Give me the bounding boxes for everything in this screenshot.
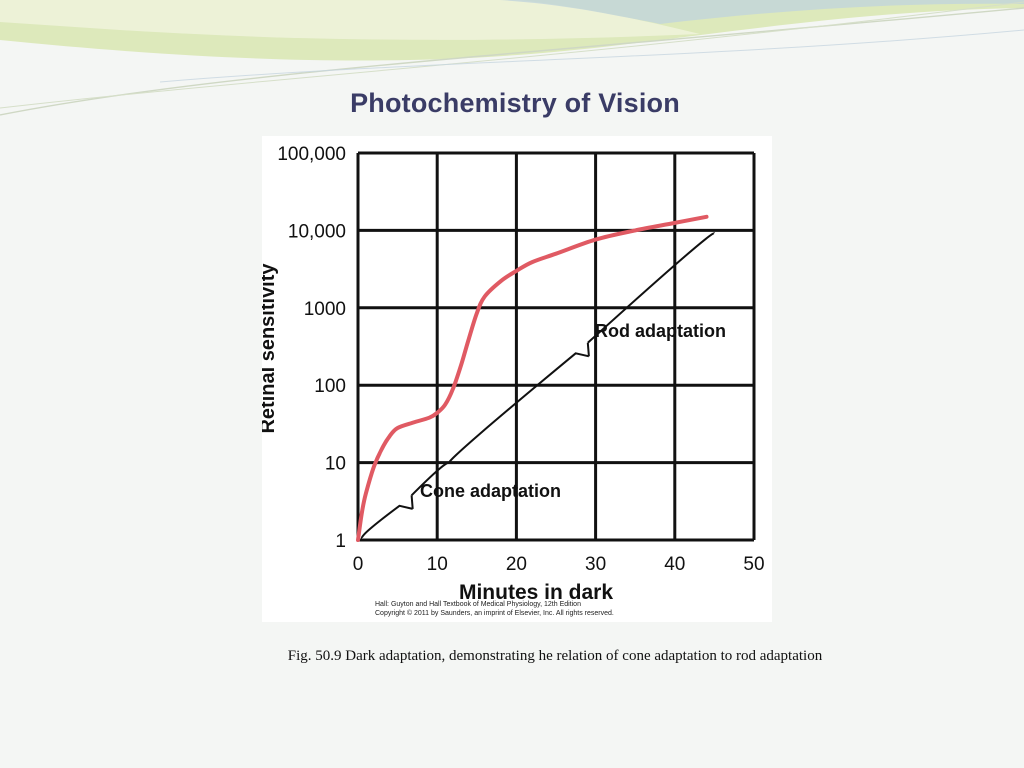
x-tick-label: 10 [427,554,448,575]
figure-caption: Fig. 50.9 Dark adaptation, demonstrating… [287,648,823,664]
background-wave-decoration [0,0,1024,116]
annotation-label: Rod adaptation [595,321,726,341]
figure-credit: Hall: Guyton and Hall Textbook of Medica… [375,600,614,618]
y-tick-label: 100 [314,376,346,397]
y-tick-label: 10 [325,454,346,475]
x-tick-label: 40 [664,554,685,575]
y-axis-label: Retinal sensitivity [262,263,279,434]
x-axis-label: Minutes in dark [459,581,613,604]
credit-line-1: Hall: Guyton and Hall Textbook of Medica… [375,601,581,608]
x-tick-label: 30 [585,554,606,575]
y-tick-label: 100,000 [277,144,346,165]
y-tick-label: 1000 [304,299,346,320]
annotation-brace [448,232,716,464]
adaptation-curve-line [356,214,709,542]
dark-adaptation-chart: 0 10 20 30 40 50 1 10 100 1000 10,000 100,000 Minute… [262,144,765,604]
x-tick-label: 50 [743,554,764,575]
x-tick-label: 0 [353,554,364,575]
slide-title: Photochemistry of Vision [350,88,680,118]
annotation-label: Cone adaptation [420,481,561,501]
y-tick-label: 10,000 [288,221,346,242]
credit-line-2: Copyright © 2011 by Saunders, an imprint… [375,610,614,617]
y-tick-label: 1 [335,531,346,552]
figure-panel: 0 10 20 30 40 50 1 10 100 1000 10,000 100,000 Minute… [262,136,772,622]
x-tick-label: 20 [506,554,527,575]
